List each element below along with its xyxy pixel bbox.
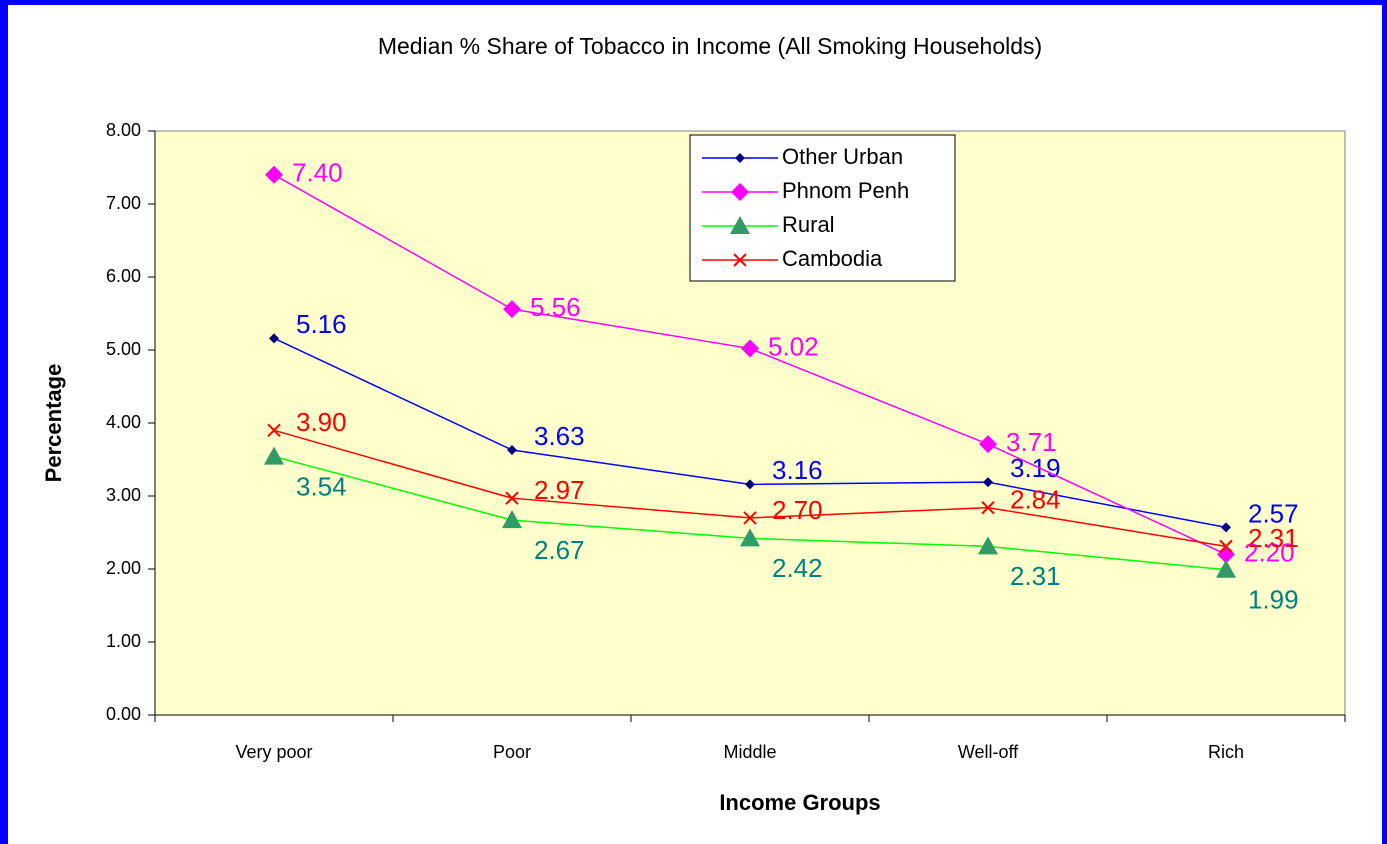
legend-label: Other Urban: [782, 144, 903, 169]
data-label: 3.90: [296, 407, 347, 437]
legend-label: Cambodia: [782, 246, 883, 271]
y-tick-label: 8.00: [106, 120, 141, 140]
data-point: [267, 423, 281, 438]
data-label: 3.71: [1006, 427, 1057, 457]
data-label: 5.16: [296, 309, 347, 339]
data-label: 2.67: [534, 535, 585, 565]
data-label: 5.02: [768, 331, 819, 361]
data-point: [740, 528, 760, 547]
data-point: [1219, 539, 1233, 554]
legend-marker: [733, 253, 747, 267]
data-label: 2.70: [772, 495, 823, 525]
data-point: [1216, 559, 1236, 578]
data-label: 5.56: [530, 292, 581, 322]
x-tick-label: Very poor: [235, 742, 312, 762]
data-point: [983, 477, 993, 488]
data-label: 7.40: [292, 158, 343, 188]
data-point: [265, 165, 283, 184]
data-point: [507, 445, 517, 456]
data-point: [505, 491, 519, 505]
x-tick-label: Well-off: [958, 742, 1019, 762]
data-label: 1.99: [1248, 585, 1299, 615]
x-axis-label: Income Groups: [719, 790, 880, 815]
data-point: [981, 500, 995, 515]
data-point: [743, 511, 757, 525]
data-point: [741, 339, 759, 358]
data-label: 3.54: [296, 471, 347, 501]
data-label: 2.57: [1248, 498, 1299, 528]
data-label: 2.97: [534, 475, 585, 505]
y-tick-label: 7.00: [106, 193, 141, 213]
data-point: [1221, 522, 1231, 533]
data-label: 2.20: [1244, 537, 1295, 567]
data-point: [503, 300, 521, 319]
data-point: [269, 333, 279, 344]
y-tick-label: 5.00: [106, 339, 141, 359]
legend-marker: [735, 153, 745, 163]
data-label: 2.31: [1248, 523, 1299, 553]
y-tick-label: 3.00: [106, 485, 141, 505]
y-tick-label: 4.00: [106, 412, 141, 432]
y-tick-label: 0.00: [106, 704, 141, 724]
data-label: 2.84: [1010, 485, 1061, 515]
legend-marker: [730, 216, 750, 234]
legend-marker: [731, 183, 749, 201]
data-label: 2.42: [772, 553, 823, 583]
y-tick-label: 2.00: [106, 558, 141, 578]
legend-label: Rural: [782, 212, 835, 237]
data-label: 3.63: [534, 421, 585, 451]
y-axis-label: Percentage: [41, 364, 66, 483]
data-point: [264, 446, 284, 465]
y-tick-label: 6.00: [106, 266, 141, 286]
x-tick-label: Poor: [493, 742, 531, 762]
data-point: [502, 510, 522, 529]
x-tick-label: Middle: [723, 742, 776, 762]
data-point: [745, 479, 755, 490]
chart-title: Median % Share of Tobacco in Income (All…: [378, 33, 1042, 59]
data-label: 3.16: [772, 455, 823, 485]
legend-box: [689, 134, 956, 282]
x-tick-label: Rich: [1208, 742, 1244, 762]
data-point: [978, 536, 998, 555]
legend-label: Phnom Penh: [782, 178, 909, 203]
data-label: 2.31: [1010, 561, 1061, 591]
y-tick-label: 1.00: [106, 631, 141, 651]
data-point: [979, 435, 997, 454]
